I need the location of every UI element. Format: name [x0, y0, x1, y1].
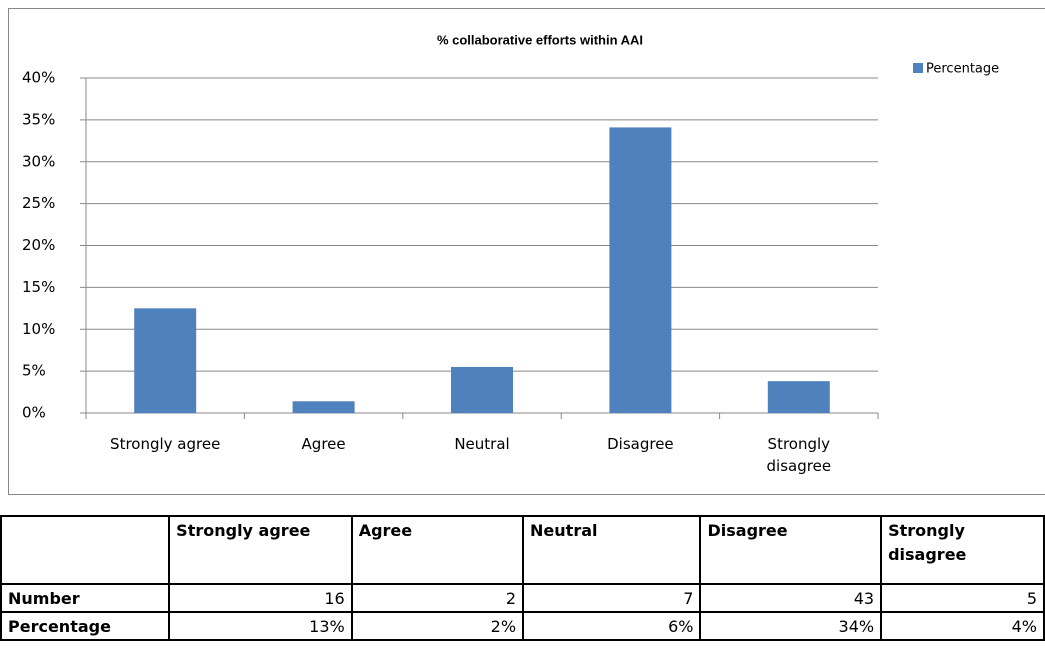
column-header: Strongly agree [168, 515, 353, 585]
row-label: Percentage [0, 611, 171, 641]
row-label: Number [0, 583, 171, 613]
column-header: Agree [350, 515, 525, 585]
corner-cell [0, 515, 171, 585]
table-row: Number 16 2 7 43 5 [0, 583, 1045, 613]
x-tick-label: Disagree [607, 435, 674, 453]
y-tick-label: 40% [22, 69, 55, 87]
y-tick-label: 5% [22, 362, 46, 380]
y-tick-label: 15% [22, 278, 55, 296]
bar [767, 381, 830, 413]
table-cell: 2 [350, 583, 525, 613]
table-cell: 7 [522, 583, 702, 613]
table-row: Percentage 13% 2% 6% 34% 4% [0, 611, 1045, 641]
table-cell: 34% [699, 611, 883, 641]
x-tick-label: Strongly agree [110, 435, 221, 453]
y-tick-label: 0% [22, 404, 46, 422]
table-cell: 5 [880, 583, 1045, 613]
table-cell: 4% [880, 611, 1045, 641]
column-header: Disagree [699, 515, 883, 585]
table-cell: 13% [168, 611, 353, 641]
bar [451, 366, 513, 413]
chart-frame [8, 8, 1045, 495]
data-table: Strongly agree Agree Neutral Disagree Strong… [0, 515, 1045, 641]
legend-swatch [913, 63, 923, 73]
x-tick-label: Neutral [454, 435, 510, 453]
table-cell: 6% [522, 611, 702, 641]
x-tick-label: Strongly disagree [766, 435, 832, 475]
legend-label: Percentage [926, 62, 999, 77]
y-tick-label: 20% [22, 236, 55, 254]
y-tick-label: 10% [22, 320, 55, 338]
header-row: Strongly agree Agree Neutral Disagree Strong… [0, 515, 1045, 585]
bar [609, 127, 672, 413]
chart-title: % collaborative efforts within AAI [437, 32, 643, 47]
column-header: Neutral [522, 515, 702, 585]
bar [292, 401, 355, 413]
column-header: Strongly disagree [880, 515, 1045, 585]
y-tick-label: 35% [22, 110, 55, 128]
x-tick-label: Agree [301, 435, 346, 453]
bar [134, 308, 197, 413]
table-cell: 43 [699, 583, 883, 613]
table-cell: 16 [168, 583, 353, 613]
y-tick-label: 25% [22, 194, 55, 212]
chart: % collaborative efforts within AAI 0% 5% 1… [22, 32, 999, 422]
y-tick-label: 30% [22, 152, 55, 170]
table-cell: 2% [350, 611, 525, 641]
